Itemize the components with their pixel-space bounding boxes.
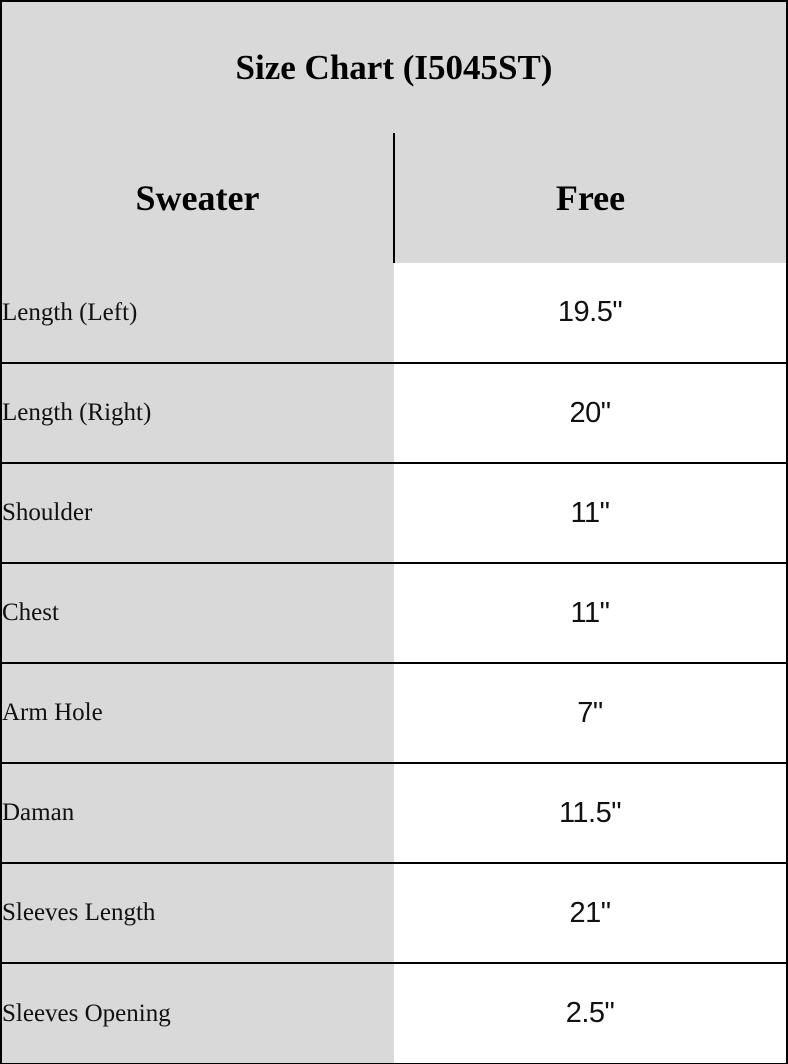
measurement-label-arm-hole: Arm Hole: [2, 663, 394, 764]
measurement-value-shoulder: 11": [394, 463, 786, 564]
title-row: Size Chart (I5045ST): [2, 2, 786, 133]
measurement-label-sleeves-opening: Sleeves Opening: [2, 963, 394, 1063]
measurement-label-daman: Daman: [2, 763, 394, 864]
table-row: Daman 11.5": [2, 763, 786, 864]
table-row: Length (Left) 19.5": [2, 263, 786, 364]
measurement-value-daman: 11.5": [394, 763, 786, 864]
measurement-value-chest: 11": [394, 563, 786, 664]
table-row: Arm Hole 7": [2, 663, 786, 764]
measurement-value-sleeves-length: 21": [394, 863, 786, 964]
measurement-value-arm-hole: 7": [394, 663, 786, 764]
table-row: Sleeves Length 21": [2, 863, 786, 964]
measurement-label-sleeves-length: Sleeves Length: [2, 863, 394, 964]
column-header-measurement: Sweater: [2, 133, 395, 263]
table-row: Length (Right) 20": [2, 363, 786, 464]
measurement-label-length-left: Length (Left): [2, 263, 394, 364]
chart-title: Size Chart (I5045ST): [2, 2, 786, 133]
measurement-value-length-left: 19.5": [394, 263, 786, 364]
measurement-value-sleeves-opening: 2.5": [394, 963, 786, 1063]
measurement-label-chest: Chest: [2, 563, 394, 664]
header-row: Sweater Free: [2, 133, 786, 263]
table-row: Sleeves Opening 2.5": [2, 963, 786, 1063]
table-row: Chest 11": [2, 563, 786, 664]
measurement-label-shoulder: Shoulder: [2, 463, 394, 564]
column-header-size: Free: [394, 133, 786, 263]
measurement-value-length-right: 20": [394, 363, 786, 464]
measurement-label-length-right: Length (Right): [2, 363, 394, 464]
table-row: Shoulder 11": [2, 463, 786, 564]
